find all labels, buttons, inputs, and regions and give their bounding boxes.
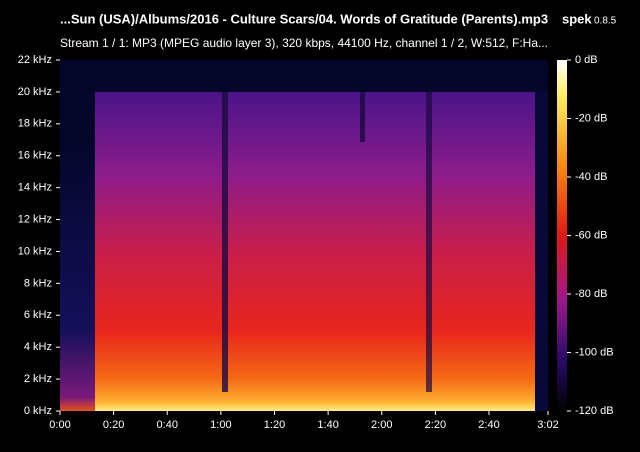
file-title: ...Sun (USA)/Albums/2016 - Culture Scars… bbox=[60, 11, 548, 26]
colorbar-tick-label: -120 dB bbox=[575, 405, 614, 417]
y-tick-label: 12 kHz bbox=[18, 213, 52, 225]
spectrogram-body bbox=[95, 92, 535, 411]
y-tick-label: 8 kHz bbox=[24, 277, 52, 289]
x-tick-label: 1:40 bbox=[317, 419, 338, 431]
x-tick-label: 2:00 bbox=[371, 419, 392, 431]
x-tick-label: 0:40 bbox=[157, 419, 178, 431]
colorbar bbox=[557, 60, 567, 411]
y-tick-label: 14 kHz bbox=[18, 182, 52, 194]
x-tick-label: 2:20 bbox=[425, 419, 446, 431]
colorbar-tick-label: -80 dB bbox=[575, 288, 607, 300]
x-tick-label: 3:02 bbox=[537, 419, 558, 431]
x-tick-label: 1:00 bbox=[210, 419, 231, 431]
spectrogram-outro bbox=[535, 92, 548, 411]
spectrogram-gap bbox=[222, 92, 228, 392]
y-tick-label: 20 kHz bbox=[18, 86, 52, 98]
spectrogram bbox=[60, 60, 548, 411]
colorbar-tick-label: 0 dB bbox=[575, 54, 598, 66]
spectrogram-gap bbox=[360, 92, 365, 142]
x-tick-label: 0:20 bbox=[103, 419, 124, 431]
x-tick-label: 2:40 bbox=[478, 419, 499, 431]
colorbar-tick-label: -20 dB bbox=[575, 112, 607, 124]
y-tick-label: 0 kHz bbox=[24, 405, 52, 417]
colorbar-tick-label: -60 dB bbox=[575, 229, 607, 241]
colorbar-tick-label: -40 dB bbox=[575, 171, 607, 183]
y-tick-label: 6 kHz bbox=[24, 309, 52, 321]
y-tick-label: 16 kHz bbox=[18, 150, 52, 162]
app-version: 0.8.5 bbox=[594, 16, 617, 27]
spectrogram-intro bbox=[60, 140, 95, 411]
y-tick-label: 10 kHz bbox=[18, 245, 52, 257]
stream-info: Stream 1 / 1: MP3 (MPEG audio layer 3), … bbox=[60, 36, 548, 50]
x-tick-label: 1:20 bbox=[264, 419, 285, 431]
y-tick-label: 18 kHz bbox=[18, 118, 52, 130]
spectrogram-gap bbox=[426, 92, 432, 392]
y-tick-label: 22 kHz bbox=[18, 54, 52, 66]
y-tick-label: 4 kHz bbox=[24, 341, 52, 353]
x-tick-label: 0:00 bbox=[49, 419, 70, 431]
colorbar-tick-label: -100 dB bbox=[575, 346, 614, 358]
app-name: spek bbox=[562, 11, 592, 26]
y-tick-label: 2 kHz bbox=[24, 373, 52, 385]
